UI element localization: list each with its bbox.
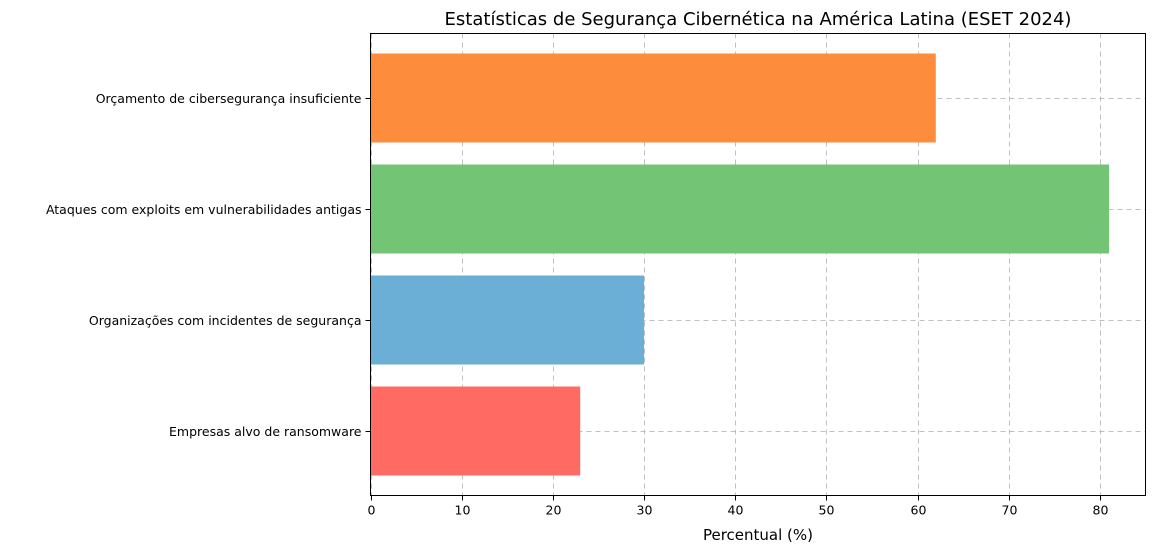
x-tick-label: 30 (637, 503, 653, 518)
chart-title: Estatísticas de Segurança Cibernética na… (445, 9, 1072, 30)
x-tick-label: 40 (728, 503, 744, 518)
x-tick-label: 50 (819, 503, 835, 518)
x-tick-label: 10 (455, 503, 471, 518)
y-axis-categories: Empresas alvo de ransomware Organizações … (46, 91, 371, 439)
y-category-label: Orçamento de cibersegurança insuficiente (96, 91, 362, 106)
bar (370, 164, 1110, 254)
y-category-label: Empresas alvo de ransomware (169, 424, 362, 439)
y-category-label: Ataques com exploits em vulnerabilidades… (46, 202, 362, 217)
x-tick-label: 20 (546, 503, 562, 518)
x-tick-label: 70 (1002, 503, 1018, 518)
y-category-label: Organizações com incidentes de segurança (89, 313, 362, 328)
bar (370, 386, 581, 476)
x-axis-title: Percentual (%) (703, 526, 813, 544)
bars (370, 53, 1110, 476)
x-axis-ticks: 0 10 20 30 40 50 60 70 80 (368, 495, 1109, 518)
bar (370, 275, 645, 365)
bar (370, 53, 936, 143)
x-tick-label: 60 (911, 503, 927, 518)
x-tick-label: 80 (1093, 503, 1109, 518)
x-tick-label: 0 (368, 503, 376, 518)
plot-frame (370, 33, 1146, 496)
